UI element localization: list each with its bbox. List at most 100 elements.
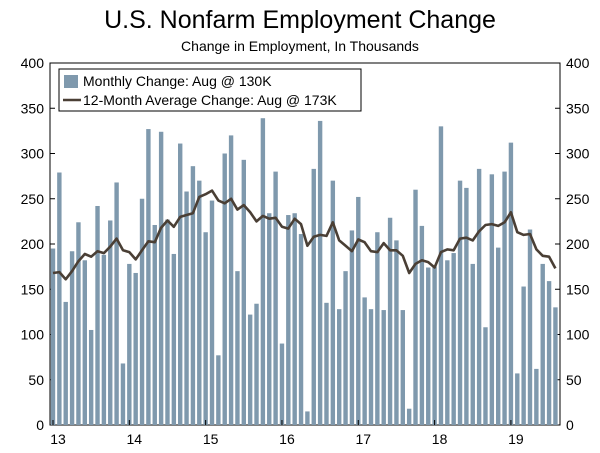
- x-tick-label: 14: [127, 431, 143, 447]
- bar: [228, 135, 234, 425]
- bar: [394, 240, 399, 425]
- x-tick-label: 16: [279, 431, 295, 447]
- legend-box: [58, 68, 362, 112]
- bar: [521, 286, 526, 425]
- bar: [489, 174, 495, 425]
- bar: [165, 219, 170, 425]
- bar: [387, 217, 393, 425]
- bar: [222, 153, 227, 425]
- y-tick-label-right: 250: [566, 191, 590, 207]
- bar: [515, 373, 520, 425]
- y-tick-label-right: 400: [566, 55, 590, 71]
- bar: [184, 191, 189, 425]
- bar: [63, 301, 68, 425]
- bar: [133, 272, 138, 425]
- bar: [527, 229, 533, 425]
- bar: [57, 172, 62, 425]
- bar: [381, 310, 386, 425]
- bar: [540, 263, 545, 425]
- bar: [298, 234, 304, 425]
- y-tick-label-left: 250: [21, 191, 45, 207]
- bar: [406, 408, 412, 425]
- bar: [470, 263, 475, 425]
- bar: [139, 198, 145, 425]
- bar: [356, 196, 361, 425]
- bar: [209, 200, 215, 425]
- bar: [76, 222, 81, 425]
- y-tick-label-left: 0: [36, 417, 44, 433]
- y-tick-label-right: 0: [566, 417, 574, 433]
- bar: [146, 129, 151, 425]
- bar: [152, 224, 157, 425]
- bar: [324, 302, 329, 425]
- bar: [69, 251, 75, 425]
- y-tick-label-right: 150: [566, 281, 590, 297]
- y-tick-label-right: 100: [566, 327, 590, 343]
- y-tick-label-left: 150: [21, 281, 45, 297]
- bar: [178, 143, 183, 426]
- y-tick-label-right: 50: [566, 372, 582, 388]
- chart-title: U.S. Nonfarm Employment Change: [104, 6, 496, 34]
- bar: [292, 213, 297, 425]
- bar: [337, 309, 342, 425]
- bar: [476, 168, 482, 425]
- bar: [451, 253, 456, 425]
- y-tick-label-right: 300: [566, 146, 590, 162]
- bar: [496, 247, 501, 425]
- bar: [483, 327, 488, 425]
- bar: [158, 131, 164, 425]
- bar: [216, 355, 221, 425]
- x-tick-label: 15: [203, 431, 219, 447]
- bar: [317, 120, 323, 426]
- bar: [114, 182, 119, 425]
- bar: [311, 168, 316, 425]
- bar: [190, 166, 196, 426]
- bar: [50, 248, 56, 425]
- bar: [203, 232, 208, 425]
- legend-label-average: 12-Month Average Change: Aug @ 173K: [83, 92, 337, 108]
- bar: [305, 411, 310, 425]
- bar: [235, 271, 240, 425]
- x-tick-label: 13: [50, 431, 66, 447]
- y-tick-label-left: 200: [21, 236, 45, 252]
- bar: [267, 213, 272, 425]
- y-tick-label-left: 50: [28, 372, 44, 388]
- bar: [101, 254, 107, 425]
- bar: [426, 267, 431, 425]
- y-tick-label-left: 400: [21, 55, 45, 71]
- bar: [534, 368, 539, 425]
- y-tick-label-right: 350: [566, 100, 590, 116]
- bar: [247, 314, 253, 425]
- bar: [349, 230, 355, 425]
- bar: [438, 126, 444, 425]
- bar: [502, 171, 507, 425]
- bar: [508, 142, 514, 425]
- bar: [368, 309, 374, 425]
- bar: [273, 171, 278, 425]
- bar: [197, 180, 202, 425]
- bar: [120, 363, 126, 425]
- bar: [108, 220, 113, 425]
- bar: [279, 343, 285, 425]
- bar: [171, 253, 177, 425]
- bar: [375, 232, 380, 425]
- bar: [400, 310, 405, 425]
- x-tick-label: 19: [508, 431, 524, 447]
- x-tick-label: 17: [355, 431, 371, 447]
- bar: [464, 187, 469, 425]
- bar: [419, 225, 425, 425]
- bar: [127, 263, 132, 425]
- bar: [413, 189, 418, 425]
- average-line: [52, 189, 557, 281]
- bar: [254, 303, 259, 425]
- bar: [241, 159, 246, 425]
- bar: [95, 205, 100, 425]
- y-tick-label-left: 100: [21, 327, 45, 343]
- bar: [546, 281, 552, 425]
- bar: [362, 297, 367, 425]
- y-tick-label-left: 350: [21, 100, 45, 116]
- bar: [260, 118, 266, 425]
- bar: [88, 329, 94, 425]
- bar: [445, 260, 450, 425]
